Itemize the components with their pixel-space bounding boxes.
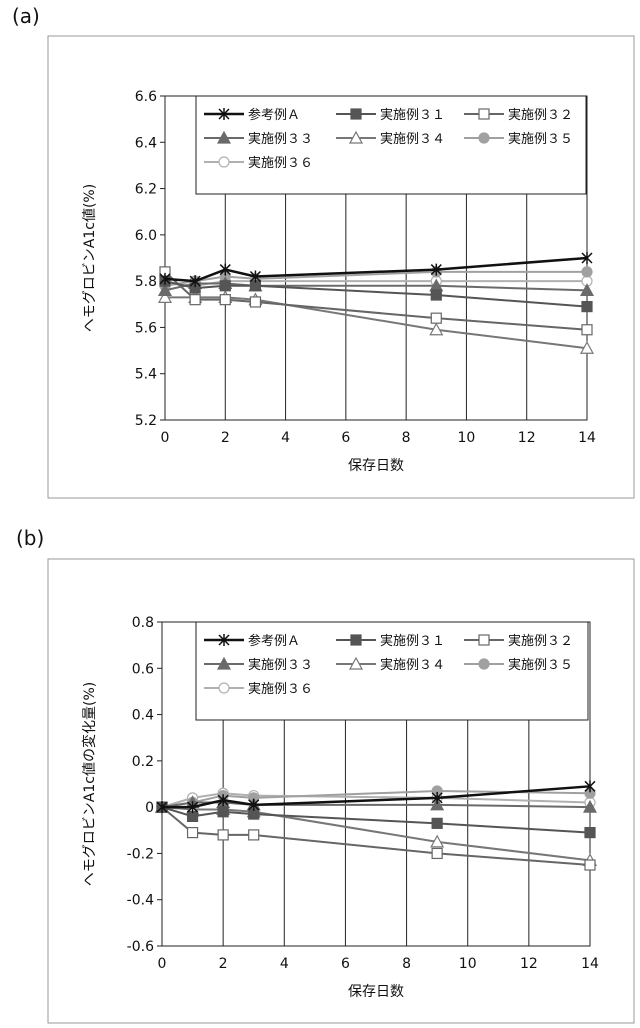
y-tick-label: -0.6 (127, 939, 154, 955)
legend: 参考例Ａ 実施例３１ 実施例３２ 実施例３３ 実施例３４ 実施例３５ 実施例３６ (196, 622, 588, 720)
y-tick-label: 0.4 (132, 708, 154, 724)
data-point (218, 830, 228, 840)
y-axis-title: ヘモグロビンA1c値の変化量(%) (81, 682, 98, 886)
data-point (432, 818, 442, 828)
x-tick-label: 6 (341, 956, 350, 972)
data-point (585, 860, 595, 870)
legend-label: 実施例３６ (248, 681, 313, 697)
legend-label: 実施例３３ (248, 657, 313, 673)
y-tick-label: 0.6 (132, 661, 154, 677)
legend-label: 実施例３５ (508, 657, 573, 673)
data-point (249, 830, 259, 840)
data-point (432, 848, 442, 858)
y-tick-label: 0 (145, 800, 154, 816)
legend-marker (479, 635, 489, 645)
y-tick-label: 0.8 (132, 615, 154, 631)
legend-label: 実施例３２ (508, 633, 573, 649)
x-tick-label: 12 (520, 956, 538, 972)
x-tick-label: 14 (581, 956, 599, 972)
legend-marker (219, 683, 229, 693)
x-tick-label: 8 (402, 956, 411, 972)
legend-label: 参考例Ａ (248, 633, 300, 649)
data-point (218, 807, 228, 817)
data-point (585, 828, 595, 838)
y-tick-label: 0.2 (132, 754, 154, 770)
legend-label: 実施例３１ (380, 633, 445, 649)
legend-marker (479, 659, 489, 669)
y-tick-label: -0.4 (127, 893, 154, 909)
x-tick-label: 2 (219, 956, 228, 972)
legend-label: 実施例３４ (380, 657, 445, 673)
legend-marker (351, 635, 361, 645)
y-tick-label: -0.2 (127, 846, 154, 862)
data-point (188, 828, 198, 838)
x-tick-label: 10 (459, 956, 477, 972)
x-tick-label: 4 (280, 956, 289, 972)
x-axis-title: 保存日数 (348, 984, 404, 1000)
x-tick-label: 0 (158, 956, 167, 972)
